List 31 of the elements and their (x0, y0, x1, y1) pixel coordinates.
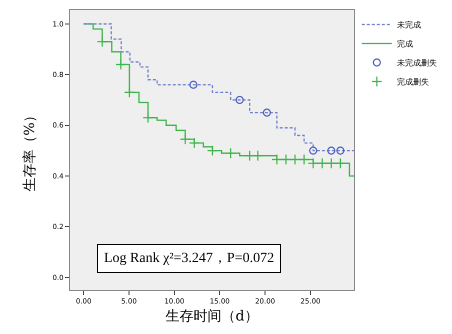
point (327, 146, 336, 155)
legend-label: 完成删失 (396, 78, 429, 87)
point (290, 154, 301, 165)
point (206, 145, 218, 156)
point (180, 134, 191, 145)
point (336, 146, 344, 155)
point (298, 154, 310, 165)
point (316, 158, 328, 169)
point (280, 154, 292, 165)
point (252, 150, 264, 162)
point (244, 150, 256, 162)
legend-label: 完成 (396, 40, 413, 49)
point (142, 112, 154, 124)
legend-label: 未完成删失 (396, 58, 437, 68)
point (236, 96, 244, 104)
point (271, 154, 282, 165)
point (309, 146, 318, 155)
y-axis-title: 生存率（%） (22, 108, 38, 192)
point (225, 148, 236, 159)
point (189, 80, 198, 89)
point (334, 158, 346, 169)
point (124, 86, 135, 98)
legend-label: 未完成 (396, 20, 421, 30)
point (326, 158, 337, 169)
x-axis-title: 生存时间（d） (166, 308, 258, 325)
annotation: Log Rank χ²=3.247，P=0.072 (104, 251, 274, 266)
point (188, 138, 200, 149)
point (308, 158, 319, 169)
point (96, 36, 108, 48)
point (115, 58, 126, 70)
point (262, 108, 271, 117)
